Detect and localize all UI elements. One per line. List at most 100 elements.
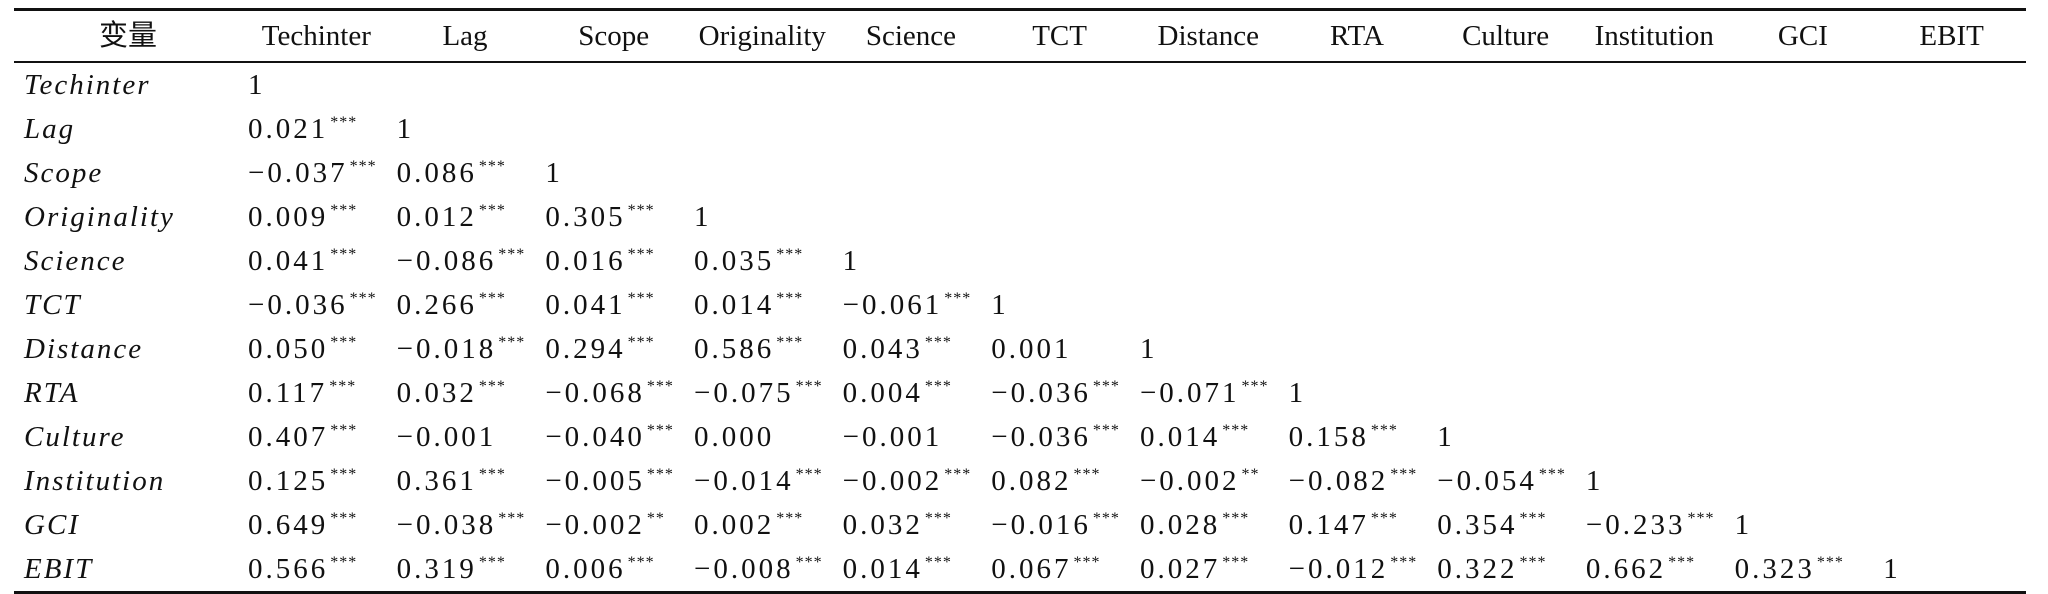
table-row: Culture 0.407 *** −0.001 −0.040 *** 0.000 −0.00… bbox=[14, 415, 2026, 459]
significance-stars: *** bbox=[776, 509, 804, 527]
table-cell: −0.040 *** bbox=[539, 415, 688, 459]
table-cell: −0.036 *** bbox=[242, 283, 391, 327]
row-label: Culture bbox=[24, 420, 126, 453]
table-cell: −0.008 *** bbox=[688, 547, 837, 593]
table-cell: 0.305 *** bbox=[539, 195, 688, 239]
coefficient-value: −0.001 bbox=[842, 420, 943, 453]
column-header: EBIT bbox=[1919, 19, 1984, 52]
table-cell: −0.054 *** bbox=[1431, 459, 1580, 503]
table-cell bbox=[1283, 195, 1432, 239]
table-cell: 0.662 *** bbox=[1580, 547, 1729, 593]
row-label: Institution bbox=[24, 464, 166, 497]
table-row: Distance 0.050 *** −0.018 *** 0.294 *** 0.586 **… bbox=[14, 327, 2026, 371]
significance-stars: *** bbox=[627, 201, 655, 219]
coefficient-value: 0.407 bbox=[248, 420, 329, 453]
table-cell: 0.000 bbox=[688, 415, 837, 459]
table-header: 变量 Techinter Lag Scope Originality Science TCT… bbox=[14, 9, 2026, 62]
coefficient-value: −0.016 bbox=[991, 508, 1091, 541]
column-header: Distance bbox=[1157, 19, 1259, 52]
coefficient-value: 0.041 bbox=[545, 288, 626, 321]
coefficient-value: −0.002 bbox=[1139, 464, 1240, 497]
coefficient-value: 0.067 bbox=[991, 552, 1072, 585]
significance-stars: *** bbox=[1519, 553, 1547, 571]
coefficient-value: 1 bbox=[842, 244, 861, 277]
table-cell: −0.014 *** bbox=[688, 459, 837, 503]
table-cell: 0.086 *** bbox=[391, 151, 540, 195]
table-cell: 0.032 *** bbox=[837, 503, 986, 547]
significance-stars: *** bbox=[1222, 553, 1250, 571]
coefficient-value: −0.038 bbox=[396, 508, 497, 541]
table-cell bbox=[1729, 371, 1878, 415]
coefficient-value: 0.086 bbox=[396, 156, 477, 189]
significance-stars: *** bbox=[330, 509, 358, 527]
table-cell bbox=[1729, 151, 1878, 195]
significance-stars: *** bbox=[498, 509, 526, 527]
coefficient-value: 1 bbox=[1883, 552, 1901, 585]
table-cell: 0.407 *** bbox=[242, 415, 391, 459]
coefficient-value: 0.662 bbox=[1585, 552, 1667, 585]
table-cell bbox=[1283, 283, 1432, 327]
table-cell bbox=[1877, 327, 2026, 371]
significance-stars: *** bbox=[627, 333, 655, 351]
coefficient-value: 1 bbox=[1139, 332, 1158, 365]
significance-stars: *** bbox=[1370, 421, 1398, 439]
table-row: Lag 0.021 *** 1 bbox=[14, 107, 2026, 151]
coefficient-value: 0.125 bbox=[248, 464, 329, 497]
coefficient-value: −0.233 bbox=[1585, 508, 1686, 541]
row-label: Techinter bbox=[24, 68, 151, 101]
table-cell bbox=[1431, 239, 1580, 283]
table-cell bbox=[1134, 107, 1283, 151]
coefficient-value: 1 bbox=[1288, 376, 1307, 409]
table-cell bbox=[1877, 283, 2026, 327]
table-cell bbox=[837, 62, 986, 107]
table-cell: 0.117 *** bbox=[242, 371, 391, 415]
table-cell bbox=[1877, 239, 2026, 283]
column-header: RTA bbox=[1329, 19, 1384, 52]
table-cell bbox=[1431, 327, 1580, 371]
table-cell: 0.322 *** bbox=[1431, 547, 1580, 593]
table-cell bbox=[985, 107, 1134, 151]
table-cell bbox=[688, 62, 837, 107]
significance-stars: ** bbox=[1241, 465, 1260, 483]
significance-stars: *** bbox=[349, 289, 377, 307]
table-cell: 0.319 *** bbox=[391, 547, 540, 593]
significance-stars: *** bbox=[478, 157, 506, 175]
table-cell: 0.014 *** bbox=[837, 547, 986, 593]
table-cell bbox=[837, 151, 986, 195]
column-header: GCI bbox=[1777, 19, 1828, 52]
table-cell bbox=[1877, 371, 2026, 415]
coefficient-value: 0.305 bbox=[545, 200, 626, 233]
coefficient-value: 1 bbox=[1437, 420, 1455, 453]
significance-stars: *** bbox=[646, 421, 674, 439]
table-cell bbox=[1580, 283, 1729, 327]
significance-stars: *** bbox=[627, 553, 655, 571]
table-cell bbox=[1729, 327, 1878, 371]
table-cell: −0.233 *** bbox=[1580, 503, 1729, 547]
table-cell bbox=[1877, 195, 2026, 239]
significance-stars: *** bbox=[944, 289, 972, 307]
table-cell bbox=[688, 107, 837, 151]
table-cell: −0.086 *** bbox=[391, 239, 540, 283]
correlation-table: 变量 Techinter Lag Scope Originality Science TCT… bbox=[14, 8, 2026, 594]
table-cell: 0.002 *** bbox=[688, 503, 837, 547]
coefficient-value: −0.054 bbox=[1437, 464, 1537, 497]
table-cell: −0.018 *** bbox=[391, 327, 540, 371]
significance-stars: *** bbox=[1073, 465, 1101, 483]
table-cell bbox=[1134, 195, 1283, 239]
significance-stars: *** bbox=[330, 553, 358, 571]
table-cell bbox=[1431, 371, 1580, 415]
row-label: Scope bbox=[24, 156, 104, 189]
significance-stars: *** bbox=[1538, 465, 1566, 483]
table-cell: 1 bbox=[1580, 459, 1729, 503]
table-cell: −0.082 *** bbox=[1283, 459, 1432, 503]
table-cell bbox=[1580, 151, 1729, 195]
table-cell: 0.021 *** bbox=[242, 107, 391, 151]
header-variable: 变量 bbox=[98, 19, 157, 52]
significance-stars: *** bbox=[1390, 553, 1418, 571]
significance-stars: *** bbox=[924, 377, 952, 395]
coefficient-value: 0.000 bbox=[693, 420, 775, 453]
table-cell: 0.006 *** bbox=[539, 547, 688, 593]
table-cell: 1 bbox=[1134, 327, 1283, 371]
table-cell bbox=[1729, 239, 1878, 283]
table-cell bbox=[1729, 107, 1878, 151]
